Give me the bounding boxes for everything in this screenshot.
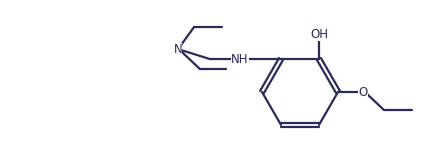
Text: O: O (358, 86, 368, 98)
Text: N: N (173, 43, 182, 56)
Text: OH: OH (310, 28, 328, 41)
Text: NH: NH (231, 53, 249, 66)
